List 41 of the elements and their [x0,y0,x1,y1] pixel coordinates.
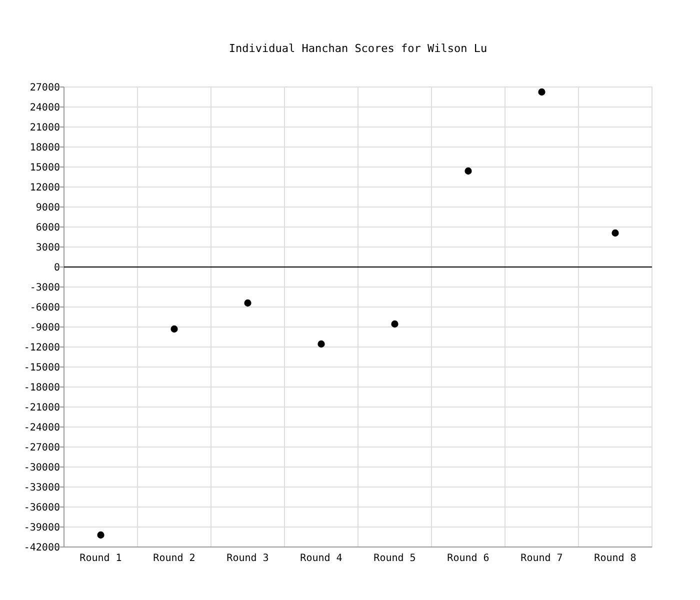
chart-title: Individual Hanchan Scores for Wilson Lu [228,42,488,55]
x-tick-label: Round 4 [300,553,342,564]
y-tick-label: 3000 [36,242,60,254]
y-tick-label: -18000 [24,382,60,394]
x-tick-label: Round 8 [594,553,636,564]
y-tick-label: -9000 [30,322,60,334]
y-tick-label: 27000 [30,82,60,94]
y-tick-label: 6000 [36,222,60,234]
y-tick-label: -27000 [24,442,60,454]
y-tick-label: -21000 [24,402,60,414]
y-tick-label: -24000 [24,422,60,434]
y-tick-label: -33000 [24,482,60,494]
y-tick-label: 15000 [30,162,60,174]
point [170,325,178,333]
y-tick-label: -3000 [30,282,60,294]
y-tick-label: -12000 [24,342,60,354]
y-tick-label: 18000 [30,142,60,154]
y-tick-label: 21000 [30,122,60,134]
point [391,320,398,328]
x-tick-label: Round 2 [153,553,196,564]
y-tick-label: -42000 [24,542,60,554]
point [538,88,546,96]
y-tick-label: -15000 [24,362,60,374]
y-tick-label: 9000 [36,202,60,214]
x-tick-label: Round 5 [374,553,416,564]
y-tick-label: -39000 [24,522,60,534]
point [612,229,619,237]
y-tick-label: -36000 [24,502,60,514]
y-tick-label: 24000 [30,102,60,114]
point [318,340,325,348]
y-tick-label: 0 [54,262,60,274]
x-tick-label: Round 1 [80,553,122,564]
x-tick-label: Round 3 [226,553,269,564]
x-tick-label: Round 7 [520,553,563,564]
y-tick-label: -6000 [30,302,60,314]
x-tick-label: Round 6 [447,553,490,564]
y-tick-label: 12000 [30,182,60,194]
y-tick-label: -30000 [24,462,60,474]
point [464,167,472,175]
point [97,531,104,539]
point [244,299,252,307]
